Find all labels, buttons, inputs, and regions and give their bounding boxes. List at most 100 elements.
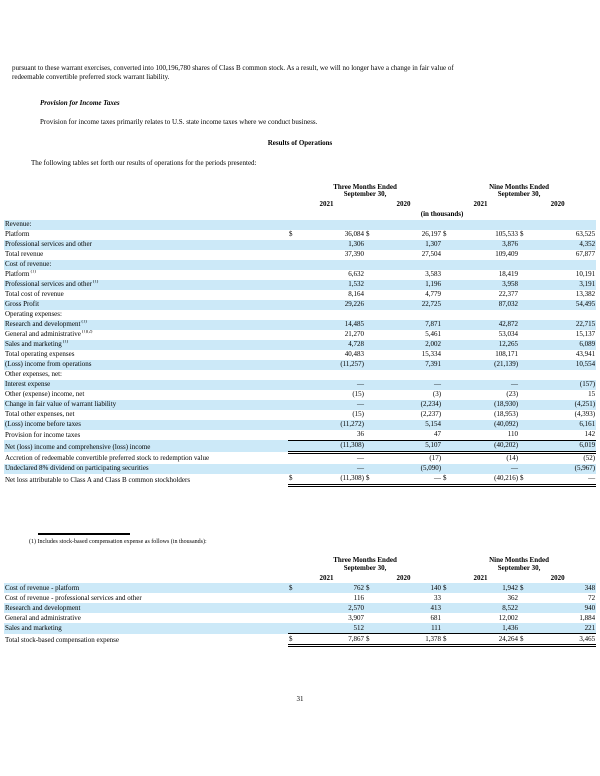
row-label: Cost of revenue - platform	[5, 583, 80, 592]
currency-cell	[365, 350, 382, 360]
intro-paragraph: pursuant to these warrant exercises, con…	[12, 64, 454, 81]
value-cell: 940	[584, 603, 596, 612]
year-header: 2020	[550, 573, 565, 582]
currency-cell	[442, 390, 459, 400]
value-cell	[459, 310, 519, 320]
value-cell: 111	[431, 623, 442, 632]
table-header-row: Three Months Ended September 30, Nine Mon…	[4, 182, 596, 200]
row-label: Cost of revenue:	[5, 260, 52, 268]
currency-cell	[365, 300, 382, 310]
row-label: Other expenses, net:	[5, 370, 62, 378]
value-cell: 22,377	[498, 290, 519, 298]
currency-cell	[288, 623, 305, 634]
currency-cell	[519, 593, 536, 603]
value-cell: —	[511, 380, 519, 388]
currency-cell	[288, 593, 305, 603]
currency-cell	[288, 410, 305, 420]
currency-cell	[442, 613, 459, 623]
currency-cell	[365, 430, 382, 441]
value-cell: 3,958	[502, 280, 519, 288]
value-cell: 762	[353, 583, 365, 592]
results-of-operations-table: Three Months Ended September 30, Nine Mon…	[0, 182, 600, 487]
currency-cell	[519, 260, 536, 270]
currency-cell	[288, 260, 305, 270]
value-cell: 42,872	[498, 320, 519, 328]
value-cell: 142	[584, 430, 596, 438]
value-cell: 7,867	[305, 633, 365, 647]
value-cell: (40,216)	[459, 473, 520, 487]
currency-cell	[442, 220, 459, 230]
value-cell: 413	[430, 603, 442, 612]
value-cell: 13,382	[575, 290, 596, 298]
value-cell: 29,226	[344, 300, 364, 308]
value-cell: 8,522	[502, 603, 519, 612]
currency-cell	[365, 240, 382, 250]
value-cell: 1,306	[348, 240, 364, 248]
footnote-marker: (1)	[61, 339, 69, 344]
value-cell: 348	[584, 583, 596, 592]
currency-cell	[519, 390, 536, 400]
currency-cell	[519, 603, 536, 613]
value-cell: 2,002	[425, 340, 442, 348]
row-label: Net (loss) income and comprehensive (los…	[5, 442, 151, 451]
currency-cell	[365, 330, 382, 340]
row-label: General and administrative (1)(2)	[5, 329, 93, 338]
value-cell: (3)	[432, 390, 442, 398]
value-cell: 87,032	[498, 300, 519, 308]
table-header-row: Three Months Ended September 30, Nine Mon…	[4, 556, 596, 574]
currency-cell	[288, 390, 305, 400]
value-cell	[536, 260, 596, 270]
table-row: Platform $36,084 $26,197 $105,533 $63,525	[4, 230, 596, 240]
currency-cell	[288, 350, 305, 360]
row-label: Research and development (1)	[5, 319, 87, 328]
currency-cell	[519, 613, 536, 623]
currency-cell	[365, 380, 382, 390]
table-row: Provision for income taxes 36 47 110 142	[4, 430, 596, 441]
currency-cell	[442, 430, 459, 441]
currency-cell	[442, 240, 459, 250]
table-row: Research and development (1) 14,485 7,871 4…	[4, 319, 597, 330]
row-label: Total other expenses, net	[5, 410, 75, 418]
row-label: Change in fair value of warrant liabilit…	[5, 400, 117, 408]
value-cell: 3,876	[502, 240, 519, 248]
value-cell: 54,495	[575, 300, 596, 308]
currency-cell	[365, 420, 382, 430]
currency-cell	[519, 240, 536, 250]
row-label: Sales and marketing (1)	[5, 339, 69, 348]
row-label: Platform (1)	[5, 269, 36, 278]
value-cell: (4,251)	[574, 400, 596, 408]
table-row: Cost of revenue - professional services …	[4, 593, 596, 603]
value-cell: 12,002	[498, 613, 519, 622]
currency-cell	[365, 340, 382, 350]
currency-cell	[442, 300, 459, 310]
table-row: Net (loss) income and comprehensive (los…	[4, 439, 597, 454]
value-cell: (18,930)	[494, 400, 519, 408]
value-cell: (15)	[352, 410, 364, 418]
currency-cell	[365, 320, 382, 330]
value-cell: (2,237)	[420, 410, 442, 418]
table-row: Sales and marketing (1) 4,728 2,002 12,265 6…	[4, 339, 597, 350]
currency-cell	[365, 439, 382, 454]
currency-cell	[519, 350, 536, 360]
currency-cell: $	[289, 230, 293, 238]
value-cell	[305, 370, 365, 380]
value-cell: 72	[588, 593, 596, 602]
value-cell	[305, 260, 365, 270]
currency-cell	[442, 410, 459, 420]
footnote-marker: (1)	[91, 279, 99, 284]
currency-cell	[442, 420, 459, 430]
currency-cell	[519, 330, 536, 340]
value-cell: 105,533	[495, 230, 519, 238]
row-label: Research and development	[5, 603, 81, 612]
value-cell: 4,779	[425, 290, 442, 298]
period-group-header: Nine Months Ended September 30,	[489, 556, 550, 572]
currency-cell: $	[443, 230, 447, 238]
currency-cell	[519, 400, 536, 410]
currency-cell	[288, 320, 305, 330]
value-cell	[382, 370, 442, 380]
value-cell: 36	[357, 430, 364, 438]
table-row: Research and development 2,570 413 8,522 940	[4, 603, 597, 613]
table-row: Professional services and other (1) 1,532…	[4, 279, 597, 290]
units-note: (in thousands)	[420, 210, 464, 218]
currency-cell	[365, 280, 382, 290]
